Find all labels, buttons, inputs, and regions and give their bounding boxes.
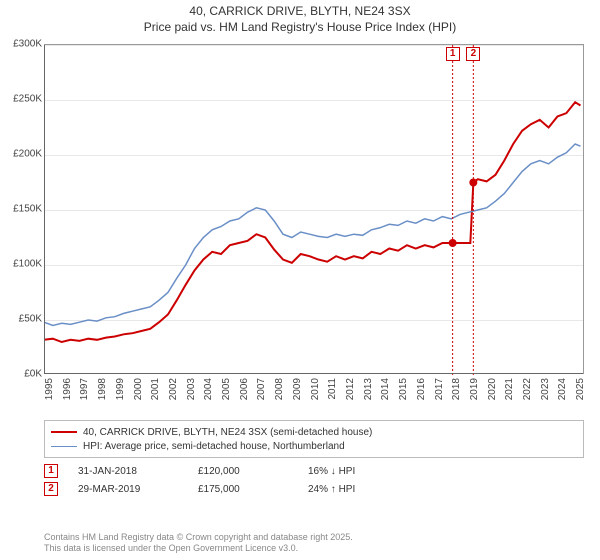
x-axis-tick-label: 2003 <box>186 378 197 400</box>
y-axis-tick-label: £300K <box>13 39 42 50</box>
x-axis-tick-label: 2020 <box>487 378 498 400</box>
y-axis-tick-label: £250K <box>13 94 42 105</box>
x-axis-tick-label: 2007 <box>256 378 267 400</box>
legend-label: 40, CARRICK DRIVE, BLYTH, NE24 3SX (semi… <box>83 427 372 438</box>
x-axis-tick-label: 2006 <box>239 378 250 400</box>
x-axis-tick-label: 2018 <box>451 378 462 400</box>
title-line2: Price paid vs. HM Land Registry's House … <box>0 20 600 36</box>
x-axis-tick-label: 2013 <box>363 378 374 400</box>
legend-label: HPI: Average price, semi-detached house,… <box>83 441 345 452</box>
x-axis-tick-label: 1997 <box>79 378 90 400</box>
legend-swatch <box>51 446 77 447</box>
x-axis-tick-label: 2017 <box>434 378 445 400</box>
x-axis-tick-label: 2016 <box>416 378 427 400</box>
x-axis-tick-label: 2023 <box>540 378 551 400</box>
x-axis-tick-label: 2025 <box>575 378 586 400</box>
x-axis-tick-label: 2015 <box>398 378 409 400</box>
legend: 40, CARRICK DRIVE, BLYTH, NE24 3SX (semi… <box>44 420 584 458</box>
sale-event-flag: 2 <box>466 47 480 61</box>
y-axis-tick-label: £50K <box>19 314 42 325</box>
x-axis-tick-label: 2011 <box>327 378 338 400</box>
x-axis-tick-label: 2001 <box>150 378 161 400</box>
chart-title: 40, CARRICK DRIVE, BLYTH, NE24 3SX Price… <box>0 0 600 35</box>
x-axis-tick-label: 2002 <box>168 378 179 400</box>
legend-item: HPI: Average price, semi-detached house,… <box>51 439 577 453</box>
sale-marker: 2 <box>44 482 58 496</box>
footer-line2: This data is licensed under the Open Gov… <box>44 543 584 554</box>
y-axis-tick-label: £0K <box>24 369 42 380</box>
footer-attribution: Contains HM Land Registry data © Crown c… <box>44 532 584 554</box>
sale-marker: 1 <box>44 464 58 478</box>
sale-event-flag: 1 <box>446 47 460 61</box>
title-line1: 40, CARRICK DRIVE, BLYTH, NE24 3SX <box>0 4 600 20</box>
legend-swatch <box>51 431 77 433</box>
x-axis-tick-label: 1998 <box>97 378 108 400</box>
sale-row: 1 31-JAN-2018 £120,000 16% ↓ HPI <box>44 462 584 480</box>
x-axis-tick-label: 1995 <box>44 378 55 400</box>
x-axis-tick-label: 2012 <box>345 378 356 400</box>
x-axis-tick-label: 2010 <box>310 378 321 400</box>
x-axis-tick-label: 2000 <box>133 378 144 400</box>
x-axis-tick-label: 1996 <box>62 378 73 400</box>
x-axis-tick-label: 2021 <box>504 378 515 400</box>
y-axis-tick-label: £200K <box>13 149 42 160</box>
x-axis-tick-label: 2022 <box>522 378 533 400</box>
sales-table: 1 31-JAN-2018 £120,000 16% ↓ HPI 2 29-MAR-201… <box>44 462 584 498</box>
x-axis-tick-label: 1999 <box>115 378 126 400</box>
sale-date: 31-JAN-2018 <box>78 466 178 477</box>
y-axis-tick-label: £100K <box>13 259 42 270</box>
sale-date: 29-MAR-2019 <box>78 484 178 495</box>
x-axis-tick-label: 2009 <box>292 378 303 400</box>
x-axis-tick-label: 2004 <box>203 378 214 400</box>
sale-price: £120,000 <box>198 466 288 477</box>
x-axis-tick-label: 2005 <box>221 378 232 400</box>
legend-item: 40, CARRICK DRIVE, BLYTH, NE24 3SX (semi… <box>51 425 577 439</box>
footer-line1: Contains HM Land Registry data © Crown c… <box>44 532 584 543</box>
y-axis-tick-label: £150K <box>13 204 42 215</box>
x-axis-tick-label: 2014 <box>380 378 391 400</box>
x-axis-tick-label: 2019 <box>469 378 480 400</box>
sale-row: 2 29-MAR-2019 £175,000 24% ↑ HPI <box>44 480 584 498</box>
x-axis-tick-label: 2024 <box>557 378 568 400</box>
sale-diff: 24% ↑ HPI <box>308 484 398 495</box>
chart-plot-area: 12 <box>44 44 584 374</box>
sale-diff: 16% ↓ HPI <box>308 466 398 477</box>
x-axis-tick-label: 2008 <box>274 378 285 400</box>
sale-price: £175,000 <box>198 484 288 495</box>
